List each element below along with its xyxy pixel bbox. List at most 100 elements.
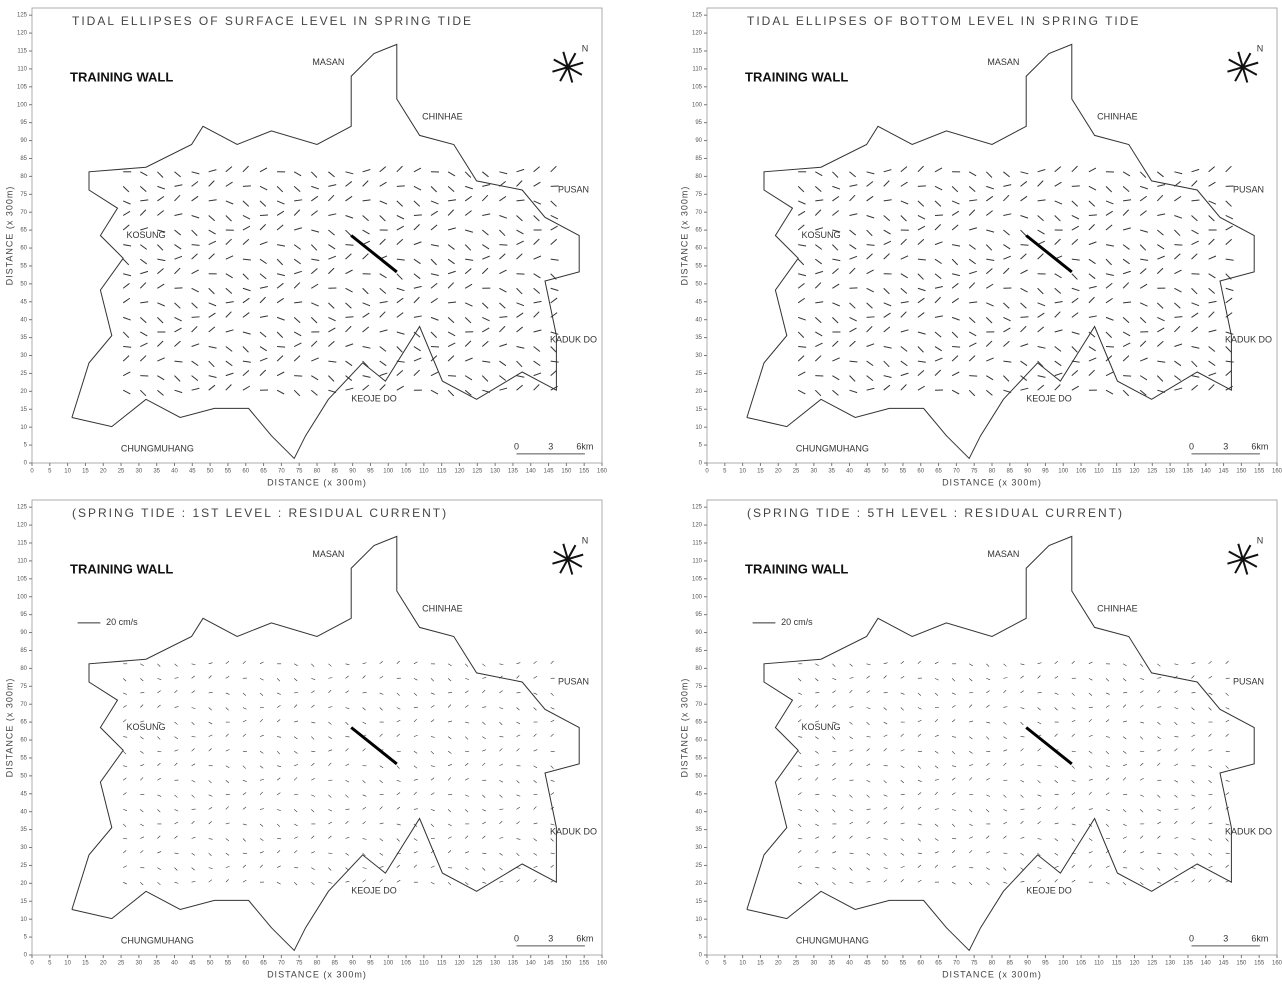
current-vector xyxy=(551,839,554,842)
current-vector xyxy=(346,795,349,798)
current-vector xyxy=(363,303,370,306)
current-vector xyxy=(448,317,454,322)
current-vector xyxy=(1072,215,1079,219)
y-tick-label: 110 xyxy=(692,66,702,72)
current-vector xyxy=(1174,172,1182,174)
current-vector xyxy=(1021,317,1029,318)
current-vector xyxy=(1055,167,1061,172)
current-vector xyxy=(867,881,871,882)
current-vector xyxy=(986,317,992,323)
current-vector xyxy=(123,347,131,348)
current-vector xyxy=(328,707,332,708)
current-vector xyxy=(952,719,955,722)
current-vector xyxy=(534,274,541,278)
y-tick-label: 55 xyxy=(20,264,27,270)
current-vector xyxy=(346,317,354,318)
current-vector xyxy=(294,186,300,191)
current-vector xyxy=(209,868,213,869)
current-vector xyxy=(884,722,887,724)
current-vector xyxy=(465,211,471,216)
current-vector xyxy=(1174,795,1177,798)
y-tick-label: 60 xyxy=(695,738,702,744)
current-vector xyxy=(140,692,144,693)
current-vector xyxy=(1003,303,1009,309)
x-tick-label: 50 xyxy=(882,961,889,967)
current-vector xyxy=(175,678,179,679)
current-vector xyxy=(952,211,959,215)
current-vector xyxy=(901,288,907,293)
current-vector xyxy=(1106,778,1109,781)
current-vector xyxy=(952,766,956,767)
current-vector xyxy=(969,228,977,230)
current-vector xyxy=(140,765,144,766)
current-vector xyxy=(277,882,281,884)
current-vector xyxy=(363,327,369,332)
current-vector xyxy=(798,356,804,361)
current-vector xyxy=(157,795,161,797)
current-vector xyxy=(328,795,331,798)
current-vector xyxy=(226,734,229,737)
current-vector xyxy=(901,274,908,278)
current-vector xyxy=(380,734,383,737)
current-vector xyxy=(1055,853,1058,855)
current-vector xyxy=(260,332,266,337)
x-tick-label: 155 xyxy=(579,469,590,475)
y-tick-label: 65 xyxy=(695,228,702,234)
x-tick-label: 0 xyxy=(30,469,34,475)
current-vector xyxy=(918,239,924,244)
current-vector xyxy=(517,200,525,201)
current-vector xyxy=(465,341,471,347)
y-tick-label: 60 xyxy=(20,246,27,252)
current-vector xyxy=(192,344,200,347)
current-vector xyxy=(1021,196,1028,201)
current-vector xyxy=(1140,268,1146,273)
current-vector xyxy=(363,868,367,869)
current-vector xyxy=(277,186,283,192)
current-vector xyxy=(243,347,249,353)
current-vector xyxy=(380,361,387,366)
x-tick-label: 70 xyxy=(953,961,960,967)
x-tick-label: 30 xyxy=(136,961,143,967)
current-vector xyxy=(918,880,921,882)
current-vector xyxy=(1140,751,1144,752)
current-vector xyxy=(1089,224,1095,230)
current-vector xyxy=(798,882,802,884)
current-vector xyxy=(969,809,972,812)
x-tick-label: 0 xyxy=(705,469,709,475)
training-wall-label: TRAINING WALL xyxy=(745,69,848,84)
x-tick-label: 125 xyxy=(472,469,483,475)
x-tick-label: 95 xyxy=(1042,961,1049,967)
current-vector xyxy=(867,691,870,693)
training-wall xyxy=(351,236,397,272)
y-tick-label: 100 xyxy=(17,102,28,108)
y-tick-label: 30 xyxy=(695,845,702,851)
current-vector xyxy=(815,186,821,191)
current-vector xyxy=(832,341,838,347)
current-vector xyxy=(277,317,285,320)
current-vector xyxy=(499,344,507,347)
current-vector xyxy=(311,882,314,885)
current-vector xyxy=(832,358,839,361)
current-vector xyxy=(517,361,523,367)
current-vector xyxy=(397,361,405,362)
y-tick-label: 85 xyxy=(20,648,27,654)
current-vector xyxy=(311,678,315,679)
current-vector xyxy=(1106,201,1113,204)
y-tick-label: 100 xyxy=(692,102,703,108)
current-vector xyxy=(226,347,232,352)
current-vector xyxy=(311,778,314,780)
current-vector xyxy=(867,254,873,259)
current-vector xyxy=(918,288,926,290)
current-vector xyxy=(1157,214,1165,216)
current-vector xyxy=(175,836,178,839)
current-vector xyxy=(140,210,146,216)
current-vector xyxy=(1192,807,1195,809)
y-tick-label: 70 xyxy=(20,702,27,708)
y-tick-label: 95 xyxy=(695,612,702,618)
current-vector xyxy=(850,341,856,346)
current-vector xyxy=(1157,245,1164,249)
current-vector xyxy=(209,735,213,737)
current-vector xyxy=(969,302,977,303)
current-vector xyxy=(157,303,164,306)
current-vector xyxy=(1003,707,1007,708)
